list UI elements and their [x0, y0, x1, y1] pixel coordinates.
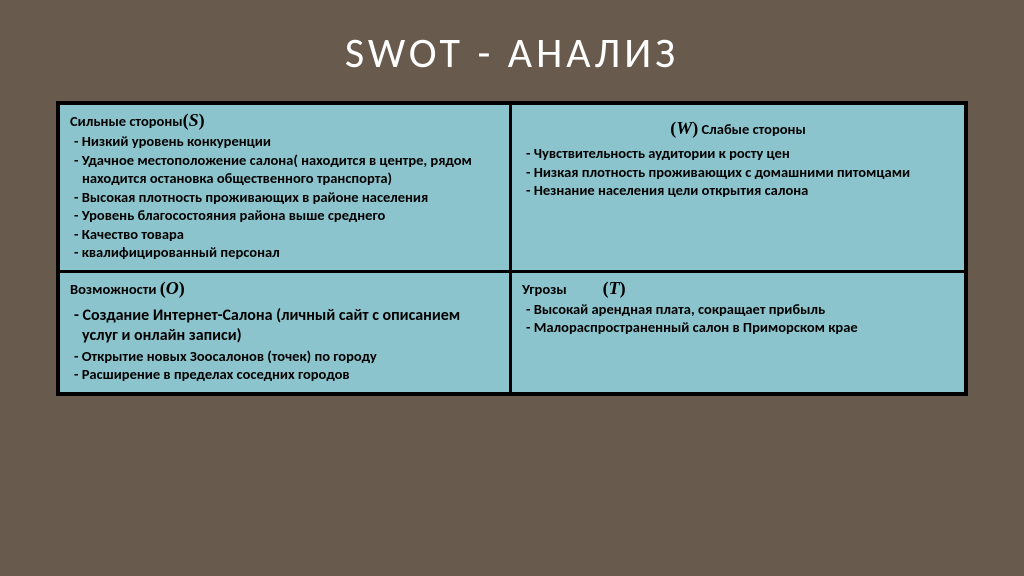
item: - Низкий уровень конкуренции [74, 132, 499, 151]
swot-cell-opportunities: Возможности (O) - Создание Интернет-Сало… [60, 273, 512, 392]
cell-header-w: (W) Слабые стороны [522, 109, 954, 144]
cell-letter-t: T [609, 278, 620, 298]
item: - Малораспространенный салон в Приморско… [526, 318, 954, 337]
cell-letter-o: O [166, 278, 179, 298]
cell-title-s: Сильные стороны [70, 112, 183, 130]
item: - квалифицированный персонал [74, 243, 499, 262]
cell-title-o: Возможности [70, 280, 160, 298]
swot-cell-threats: Угрозы(T) - Высокай арендная плата, сокр… [512, 273, 964, 392]
items-s: - Низкий уровень конкуренции - Удачное м… [70, 132, 499, 262]
paren-close: ) [620, 278, 626, 298]
swot-cell-strengths: Сильные стороны(S) - Низкий уровень конк… [60, 105, 512, 273]
item: - Чувствительность аудитории к росту цен [526, 144, 954, 163]
cell-letter-w: W [676, 118, 692, 138]
item: - Высокая плотность проживающих в районе… [74, 188, 499, 207]
item: - Незнание населения цели открытия салон… [526, 181, 954, 200]
cell-header-s: Сильные стороны(S) [70, 109, 499, 132]
items-w: - Чувствительность аудитории к росту цен… [522, 144, 954, 200]
item: - Низкая плотность проживающих с домашни… [526, 163, 954, 182]
items-o: - Создание Интернет-Салона (личный сайт … [70, 304, 499, 384]
swot-grid: Сильные стороны(S) - Низкий уровень конк… [56, 101, 968, 396]
item: - Удачное местоположение салона( находит… [74, 151, 499, 188]
item: - Расширение в пределах соседних городов [74, 365, 499, 384]
item: - Создание Интернет-Салона (личный сайт … [74, 304, 499, 347]
item: - Качество товара [74, 225, 499, 244]
paren-close: ) [179, 278, 185, 298]
slide-title: SWOT - АНАЛИЗ [0, 0, 1024, 101]
cell-letter-s: S [189, 110, 199, 130]
item: - Уровень благосостояния района выше сре… [74, 206, 499, 225]
paren-close: ) [199, 110, 205, 130]
cell-title-t: Угрозы [522, 280, 567, 298]
item: - Высокай арендная плата, сокращает приб… [526, 300, 954, 319]
swot-cell-weaknesses: (W) Слабые стороны - Чувствительность ау… [512, 105, 964, 273]
item: - Открытие новых Зоосалонов (точек) по г… [74, 347, 499, 366]
cell-title-w: Слабые стороны [698, 120, 806, 138]
cell-header-t: Угрозы(T) [522, 277, 954, 300]
items-t: - Высокай арендная плата, сокращает приб… [522, 300, 954, 337]
cell-header-o: Возможности (O) [70, 277, 499, 304]
